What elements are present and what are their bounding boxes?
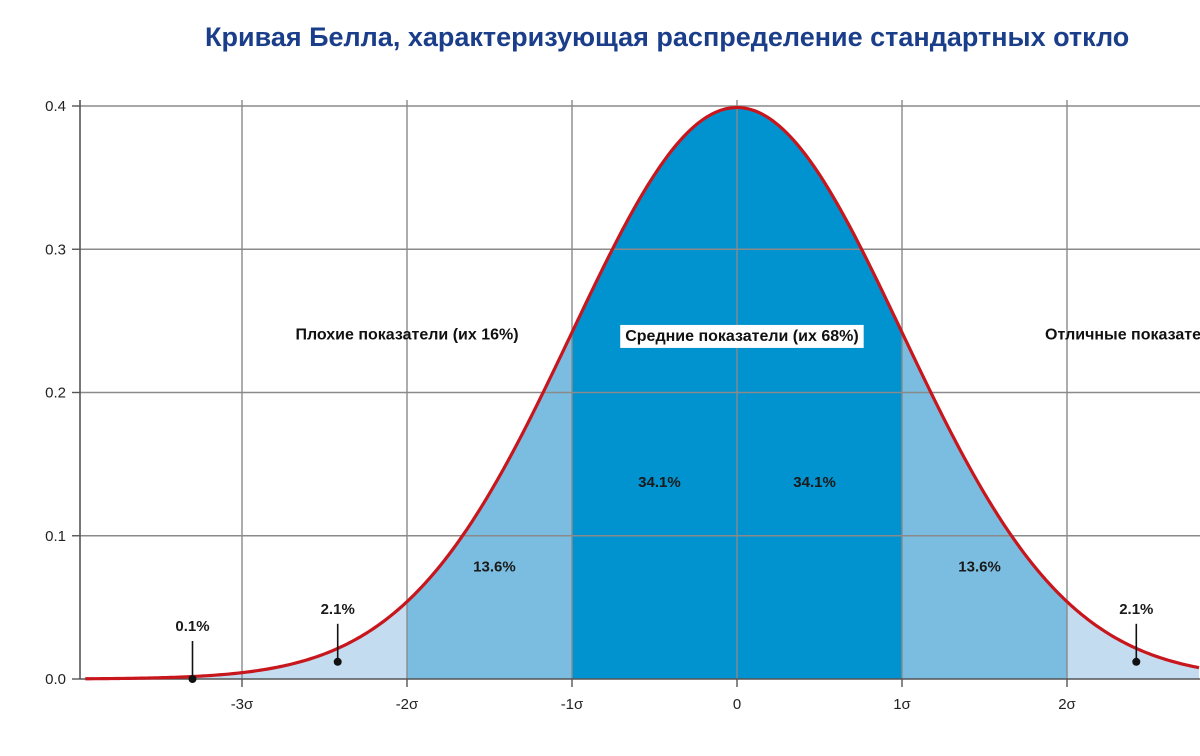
area-segment-3 [737,107,902,679]
area-segment-2 [572,107,737,679]
area-percent-label-2: 13.6% [473,559,516,576]
area-percent-label-1: 34.1% [793,474,836,491]
region-label-2: Отличные показатели [1045,326,1200,343]
region-label-box-1 [620,324,864,348]
x-tick-label-2: -1σ [561,696,584,713]
annotation-label-1: 2.1% [321,601,355,618]
y-tick-label-0: 0.0 [45,671,66,688]
annotation-label-0: 0.1% [175,618,209,635]
x-tick-label-3: 0 [733,696,741,713]
y-tick-label-4: 0.4 [45,98,66,115]
x-tick-label-5: 2σ [1058,696,1076,713]
chart-title: Кривая Белла, характеризующая распределе… [205,22,1130,52]
bell-curve-line [85,105,1200,681]
region-label-1: Средние показатели (их 68%) [625,328,858,345]
x-tick-label-0: -3σ [231,696,254,713]
annotation-dot-0 [188,675,197,683]
area-segment-0 [85,601,407,679]
y-tick-label-2: 0.2 [45,385,66,402]
y-tick-label-1: 0.1 [45,528,66,545]
x-tick-label-4: 1σ [893,696,911,713]
labels: 0.1% 2.1% 2.1% 34.1% 34.1% 13.6% 13.6% Плохие п… [175,324,1200,683]
annotation-label-2: 2.1% [1119,601,1153,618]
annotation-dot-2 [1132,657,1141,666]
annotation-dot-1 [333,657,342,666]
curve-layer [85,105,1200,681]
y-tick-label-3: 0.3 [45,241,66,258]
region-label-0: Плохие показатели (их 16%) [295,326,518,343]
x-tick-label-1: -2σ [396,696,419,713]
axes: 0.0 0.1 0.2 0.3 0.4 -3σ -2σ -1σ 0 1σ 2σ [45,98,1200,713]
area-percent-label-3: 13.6% [958,559,1001,576]
grid-lines [80,100,1200,679]
area-percent-label-0: 34.1% [638,474,681,491]
